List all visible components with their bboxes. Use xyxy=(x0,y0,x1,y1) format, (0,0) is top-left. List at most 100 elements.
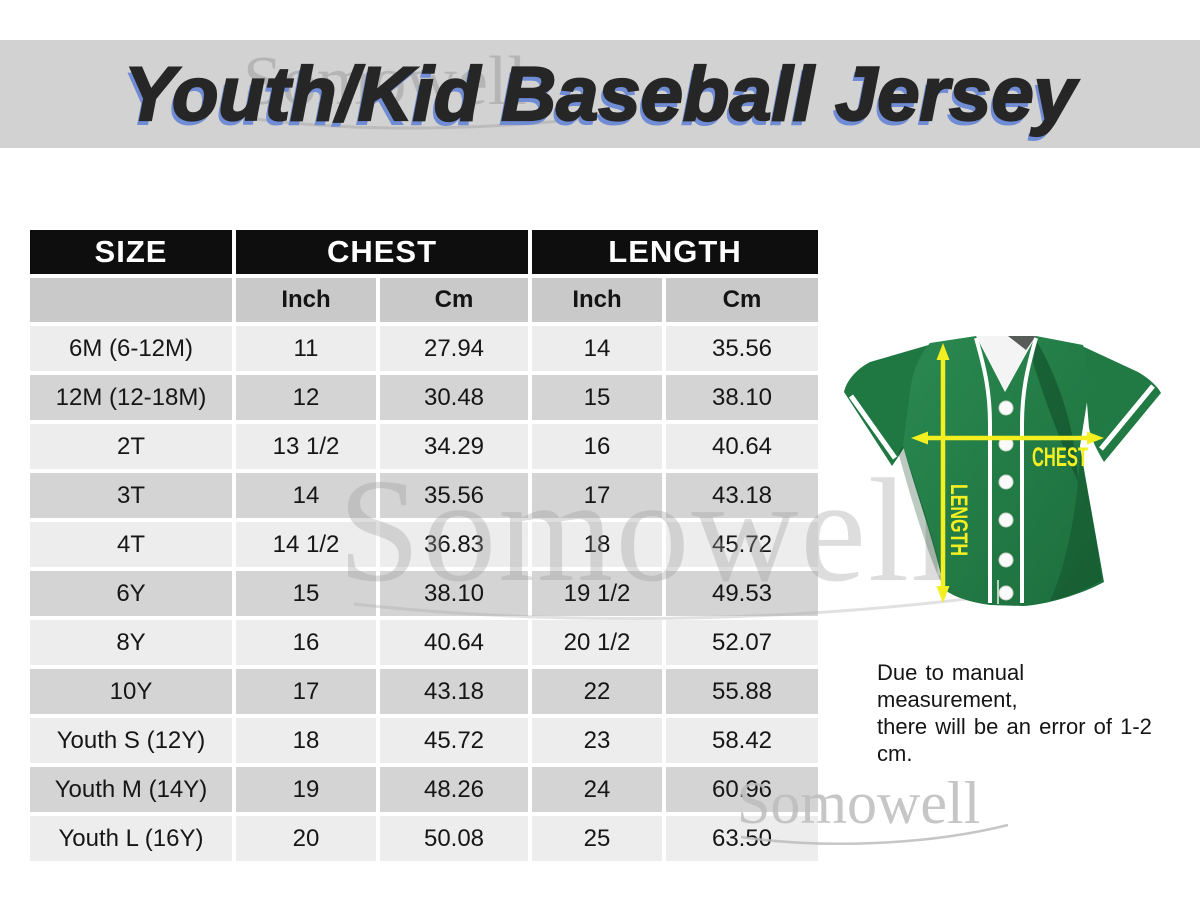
table-row: Youth M (14Y) 19 48.26 24 60.96 xyxy=(30,767,818,812)
table-row: 6Y 15 38.10 19 1/2 49.53 xyxy=(30,571,818,616)
length-inch-cell: 19 1/2 xyxy=(532,571,662,616)
header-length: LENGTH xyxy=(532,230,818,274)
length-inch-cell: 18 xyxy=(532,522,662,567)
size-cell: Youth S (12Y) xyxy=(30,718,232,763)
right-sleeve-stripe xyxy=(1099,384,1155,451)
inner-collar-shadow xyxy=(1008,336,1036,350)
table-row: 2T 13 1/2 34.29 16 40.64 xyxy=(30,424,818,469)
chest-inch-cell: 14 1/2 xyxy=(236,522,376,567)
header-row: SIZE CHEST LENGTH xyxy=(30,230,818,274)
subheader-chest-cm: Cm xyxy=(380,278,528,322)
fabric-shadow xyxy=(1033,340,1078,482)
subheader-length-cm: Cm xyxy=(666,278,818,322)
measurement-note: Due to manual measurement, there will be… xyxy=(877,659,1167,767)
brand-watermark-text: Somowell xyxy=(737,770,980,836)
chest-arrow xyxy=(911,431,1104,445)
undershirt-vneck xyxy=(976,336,1036,390)
chest-cm-cell: 40.64 xyxy=(380,620,528,665)
table-row: 12M (12-18M) 12 30.48 15 38.10 xyxy=(30,375,818,420)
length-cm-cell: 60.96 xyxy=(666,767,818,812)
length-cm-cell: 63.50 xyxy=(666,816,818,861)
table-row: 4T 14 1/2 36.83 18 45.72 xyxy=(30,522,818,567)
chest-inch-cell: 19 xyxy=(236,767,376,812)
size-cell: 4T xyxy=(30,522,232,567)
chest-cm-cell: 43.18 xyxy=(380,669,528,714)
length-inch-cell: 25 xyxy=(532,816,662,861)
length-cm-cell: 35.56 xyxy=(666,326,818,371)
chest-inch-cell: 11 xyxy=(236,326,376,371)
chest-inch-cell: 15 xyxy=(236,571,376,616)
brand-watermark-top: Somowell xyxy=(243,43,634,130)
size-cell: 8Y xyxy=(30,620,232,665)
subheader-size-spacer xyxy=(30,278,232,322)
brand-watermark-bottom: Somowell xyxy=(737,770,1009,845)
left-sleeve-stripe xyxy=(848,394,898,460)
chest-inch-cell: 12 xyxy=(236,375,376,420)
watermark-swoosh xyxy=(740,823,1009,845)
length-inch-cell: 16 xyxy=(532,424,662,469)
size-cell: 10Y xyxy=(30,669,232,714)
placket-piping-left xyxy=(974,337,992,603)
chest-inch-cell: 20 xyxy=(236,816,376,861)
length-cm-cell: 40.64 xyxy=(666,424,818,469)
chest-cm-cell: 36.83 xyxy=(380,522,528,567)
subheader-chest-inch: Inch xyxy=(236,278,376,322)
measurement-note-line2: there will be an error of 1-2 cm. xyxy=(877,714,1152,766)
page-title: Youth/Kid Baseball Jersey xyxy=(123,51,1077,138)
chest-cm-cell: 30.48 xyxy=(380,375,528,420)
size-cell: 2T xyxy=(30,424,232,469)
jersey-body xyxy=(903,336,1104,606)
length-label: LENGTH xyxy=(945,484,972,556)
table-row: Youth L (16Y) 20 50.08 25 63.50 xyxy=(30,816,818,861)
header-chest: CHEST xyxy=(236,230,528,274)
size-cell: 12M (12-18M) xyxy=(30,375,232,420)
chest-inch-cell: 14 xyxy=(236,473,376,518)
chest-inch-cell: 17 xyxy=(236,669,376,714)
length-inch-cell: 17 xyxy=(532,473,662,518)
length-inch-cell: 23 xyxy=(532,718,662,763)
title-banner xyxy=(0,40,1200,148)
jersey-illustration: CHEST LENGTH xyxy=(844,336,1161,606)
length-cm-cell: 45.72 xyxy=(666,522,818,567)
subheader-length-inch: Inch xyxy=(532,278,662,322)
subheader-row: Inch Cm Inch Cm xyxy=(30,278,818,322)
table-row: 3T 14 35.56 17 43.18 xyxy=(30,473,818,518)
length-inch-cell: 15 xyxy=(532,375,662,420)
watermark-swoosh xyxy=(353,586,1049,621)
right-sleeve xyxy=(1082,346,1161,462)
chest-cm-cell: 34.29 xyxy=(380,424,528,469)
length-cm-cell: 58.42 xyxy=(666,718,818,763)
length-cm-cell: 49.53 xyxy=(666,571,818,616)
length-cm-cell: 43.18 xyxy=(666,473,818,518)
jersey-buttons xyxy=(998,400,1014,601)
chest-inch-cell: 18 xyxy=(236,718,376,763)
length-inch-cell: 20 1/2 xyxy=(532,620,662,665)
chest-cm-cell: 48.26 xyxy=(380,767,528,812)
length-cm-cell: 52.07 xyxy=(666,620,818,665)
table-row: 8Y 16 40.64 20 1/2 52.07 xyxy=(30,620,818,665)
brand-watermark-text: Somowell xyxy=(338,449,954,613)
table-row: Youth S (12Y) 18 45.72 23 58.42 xyxy=(30,718,818,763)
length-inch-cell: 22 xyxy=(532,669,662,714)
chest-inch-cell: 13 1/2 xyxy=(236,424,376,469)
brand-watermark-text: Somowell xyxy=(243,43,527,120)
size-cell: Youth M (14Y) xyxy=(30,767,232,812)
length-inch-cell: 24 xyxy=(532,767,662,812)
size-cell: Youth L (16Y) xyxy=(30,816,232,861)
chest-cm-cell: 35.56 xyxy=(380,473,528,518)
chest-cm-cell: 45.72 xyxy=(380,718,528,763)
size-chart-table: SIZE CHEST LENGTH Inch Cm Inch Cm 6M (6-… xyxy=(26,226,822,865)
chest-cm-cell: 38.10 xyxy=(380,571,528,616)
length-cm-cell: 55.88 xyxy=(666,669,818,714)
header-size: SIZE xyxy=(30,230,232,274)
chest-label: CHEST xyxy=(1032,442,1088,472)
brand-watermark-center: Somowell xyxy=(338,449,1049,621)
chest-cm-cell: 27.94 xyxy=(380,326,528,371)
length-arrow xyxy=(936,343,950,603)
size-cell: 6M (6-12M) xyxy=(30,326,232,371)
length-inch-cell: 14 xyxy=(532,326,662,371)
size-cell: 3T xyxy=(30,473,232,518)
table-row: 6M (6-12M) 11 27.94 14 35.56 xyxy=(30,326,818,371)
table-row: 10Y 17 43.18 22 55.88 xyxy=(30,669,818,714)
